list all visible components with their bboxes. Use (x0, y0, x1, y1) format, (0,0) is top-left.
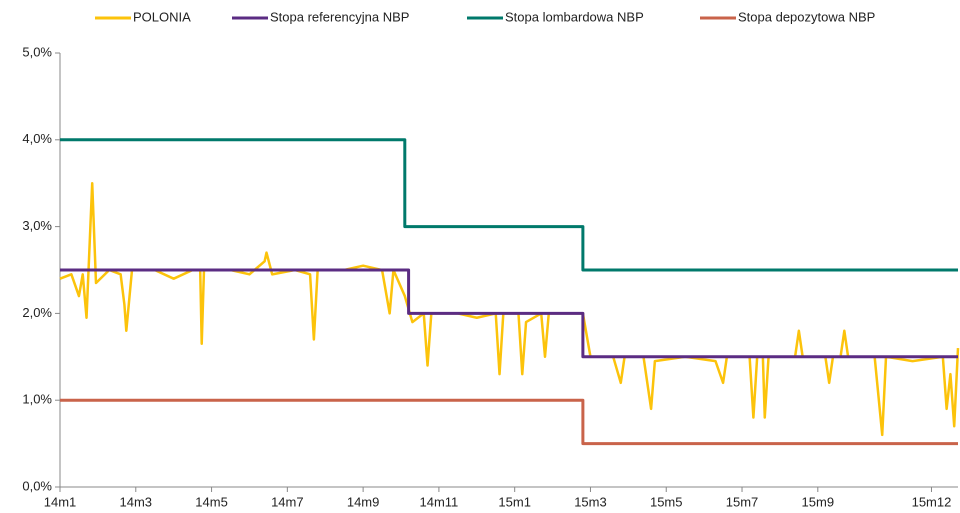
legend-label: POLONIA (133, 9, 191, 24)
x-tick-label: 15m9 (802, 494, 835, 509)
y-tick-label: 2,0% (22, 305, 52, 320)
x-tick-label: 15m3 (574, 494, 607, 509)
y-tick-label: 5,0% (22, 44, 52, 59)
series-line (60, 268, 958, 359)
series-line (60, 398, 958, 446)
x-tick-label: 14m1 (44, 494, 77, 509)
y-tick-label: 4,0% (22, 131, 52, 146)
x-tick-label: 14m3 (120, 494, 153, 509)
x-tick-label: 14m9 (347, 494, 380, 509)
legend-label: Stopa lombardowa NBP (505, 9, 644, 24)
x-tick-label: 15m12 (912, 494, 952, 509)
x-tick-label: 14m11 (420, 494, 459, 509)
legend-label: Stopa depozytowa NBP (738, 9, 875, 24)
y-tick-label: 3,0% (22, 218, 52, 233)
y-tick-label: 0,0% (22, 478, 52, 493)
x-tick-label: 14m5 (195, 494, 228, 509)
y-tick-label: 1,0% (22, 392, 52, 407)
series-line (60, 138, 958, 272)
x-tick-label: 15m7 (726, 494, 759, 509)
x-tick-label: 15m5 (650, 494, 683, 509)
series-line (59, 181, 960, 437)
x-tick-label: 15m1 (498, 494, 531, 509)
x-tick-label: 14m7 (271, 494, 304, 509)
legend-label: Stopa referencyjna NBP (270, 9, 409, 24)
